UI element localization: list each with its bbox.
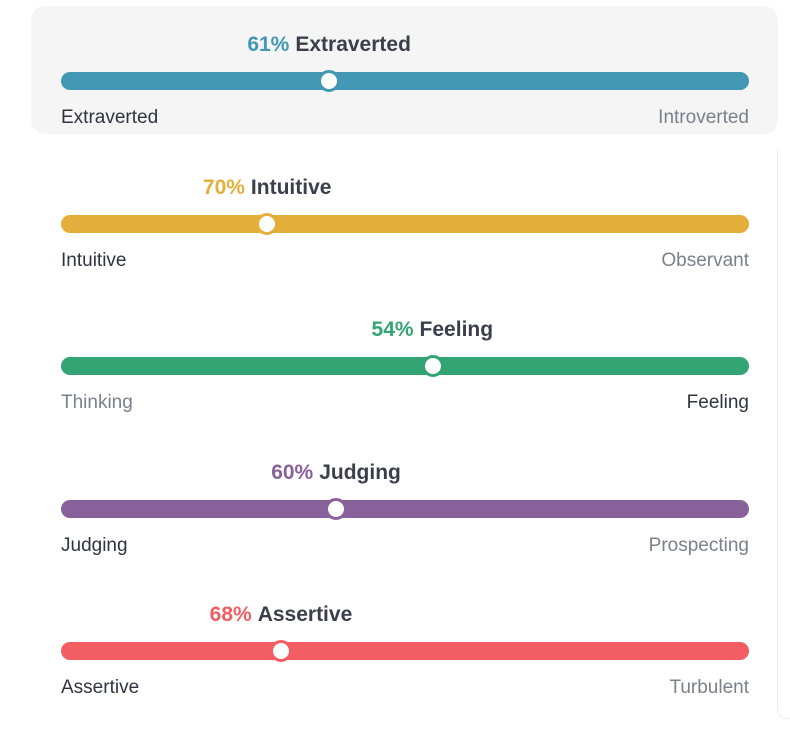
trait-headline: 68% Assertive [210,602,353,628]
trait-left-pole-label: Assertive [61,677,140,698]
trait-left-pole-label: Judging [61,535,128,556]
trait-name: Assertive [257,603,353,626]
trait-slider-knob[interactable] [318,70,341,92]
card-edge [777,148,790,719]
trait-slider-track[interactable] [61,640,749,662]
trait-left-pole-label: Thinking [61,392,133,413]
trait-percent: 70% [202,176,245,199]
trait-headline: 70% Intuitive [203,175,332,201]
trait-name: Extraverted [295,33,411,56]
trait-energy[interactable]: 61% Extraverted Extraverted Introverted [31,6,778,134]
trait-right-pole-label: Feeling [686,392,749,413]
trait-right-pole-label: Observant [661,250,749,271]
trait-identity[interactable]: 68% Assertive Assertive Turbulent [31,576,778,704]
trait-slider-knob[interactable] [325,498,348,520]
trait-name: Intuitive [250,176,332,199]
trait-left-pole-label: Extraverted [61,107,159,128]
trait-name: Feeling [419,318,494,341]
trait-slider-track[interactable] [61,355,749,377]
trait-percent: 61% [247,33,290,56]
trait-slider-knob[interactable] [421,355,444,377]
trait-slider-knob[interactable] [256,213,279,235]
trait-slider-track[interactable] [61,498,749,520]
trait-right-pole-label: Prospecting [648,535,749,556]
trait-name: Judging [319,461,401,484]
trait-headline: 54% Feeling [372,317,494,343]
trait-right-pole-label: Turbulent [669,677,749,698]
trait-slider-track[interactable] [61,70,749,92]
trait-tactics[interactable]: 60% Judging Judging Prospecting [31,434,778,562]
trait-percent: 68% [209,603,252,626]
trait-slider-track[interactable] [61,213,749,235]
trait-slider-knob[interactable] [270,640,293,662]
trait-left-pole-label: Intuitive [61,250,127,271]
trait-mind[interactable]: 70% Intuitive Intuitive Observant [31,149,778,277]
trait-percent: 54% [371,318,414,341]
trait-headline: 60% Judging [271,460,401,486]
trait-nature[interactable]: 54% Feeling Thinking Feeling [31,291,778,419]
trait-right-pole-label: Introverted [658,107,749,128]
trait-headline: 61% Extraverted [247,32,411,58]
trait-percent: 60% [271,461,314,484]
